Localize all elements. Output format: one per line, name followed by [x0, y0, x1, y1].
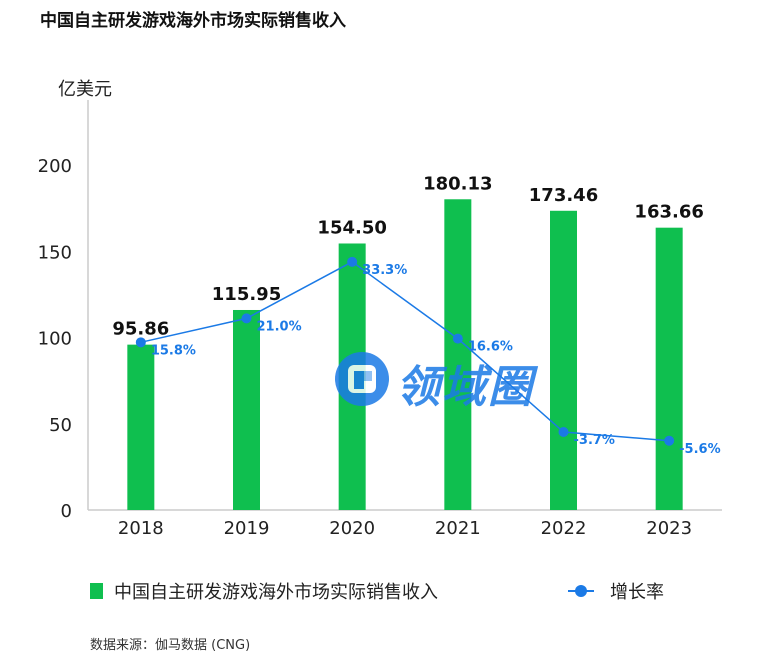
bar	[233, 309, 260, 510]
bar	[655, 227, 683, 510]
growth-rate-point	[241, 313, 252, 324]
x-tick-label: 2018	[118, 518, 164, 539]
growth-rate-point	[347, 256, 358, 267]
growth-rate-label: -5.6%	[679, 442, 720, 457]
growth-rate-label: 33.3%	[362, 263, 407, 278]
growth-rate-label: 16.6%	[468, 340, 513, 355]
y-tick-label: 200	[38, 156, 72, 177]
bar-value-label: 163.66	[634, 202, 703, 223]
x-tick-label: 2020	[329, 518, 375, 539]
growth-rate-label: -3.7%	[574, 433, 615, 448]
bar-value-label: 154.50	[317, 217, 386, 238]
legend-line-label: 增长率	[610, 582, 664, 603]
legend-bar-label: 中国自主研发游戏海外市场实际销售收入	[114, 582, 438, 603]
legend: 中国自主研发游戏海外市场实际销售收入 增长率	[0, 578, 782, 604]
x-tick-label: 2022	[541, 518, 587, 539]
bar-value-label: 173.46	[529, 185, 598, 206]
y-tick-label: 50	[49, 415, 72, 436]
watermark: 领域圈	[334, 349, 566, 413]
x-tick-label: 2023	[646, 518, 692, 539]
bar	[444, 199, 472, 510]
growth-rate-label: 15.8%	[151, 343, 196, 358]
growth-rate-label: 21.0%	[257, 319, 302, 334]
x-tick-label: 2021	[435, 518, 481, 539]
bar-value-label: 115.95	[212, 284, 281, 305]
growth-rate-point	[452, 333, 463, 344]
y-tick-label: 100	[38, 329, 72, 350]
growth-rate-line	[140, 260, 670, 442]
growth-rate-point	[664, 435, 675, 446]
bar	[550, 210, 577, 510]
y-tick-label: 150	[38, 242, 72, 263]
source-note: 数据来源：伽马数据 (CNG)	[90, 638, 251, 653]
bar	[127, 344, 155, 510]
watermark-logo-icon	[335, 352, 389, 406]
chart-title: 中国自主研发游戏海外市场实际销售收入	[40, 11, 346, 31]
watermark-text: 领域圈	[396, 362, 534, 413]
bar-value-label: 95.86	[112, 319, 169, 340]
y-tick-label: 0	[61, 501, 72, 522]
y-axis-unit-label: 亿美元	[58, 79, 112, 100]
x-tick-label: 2019	[224, 518, 270, 539]
bar-value-label: 180.13	[423, 173, 492, 194]
growth-rate-point	[135, 337, 146, 348]
growth-rate-point	[558, 427, 569, 438]
legend-line-marker	[575, 585, 587, 597]
legend-bar-swatch	[90, 583, 103, 599]
